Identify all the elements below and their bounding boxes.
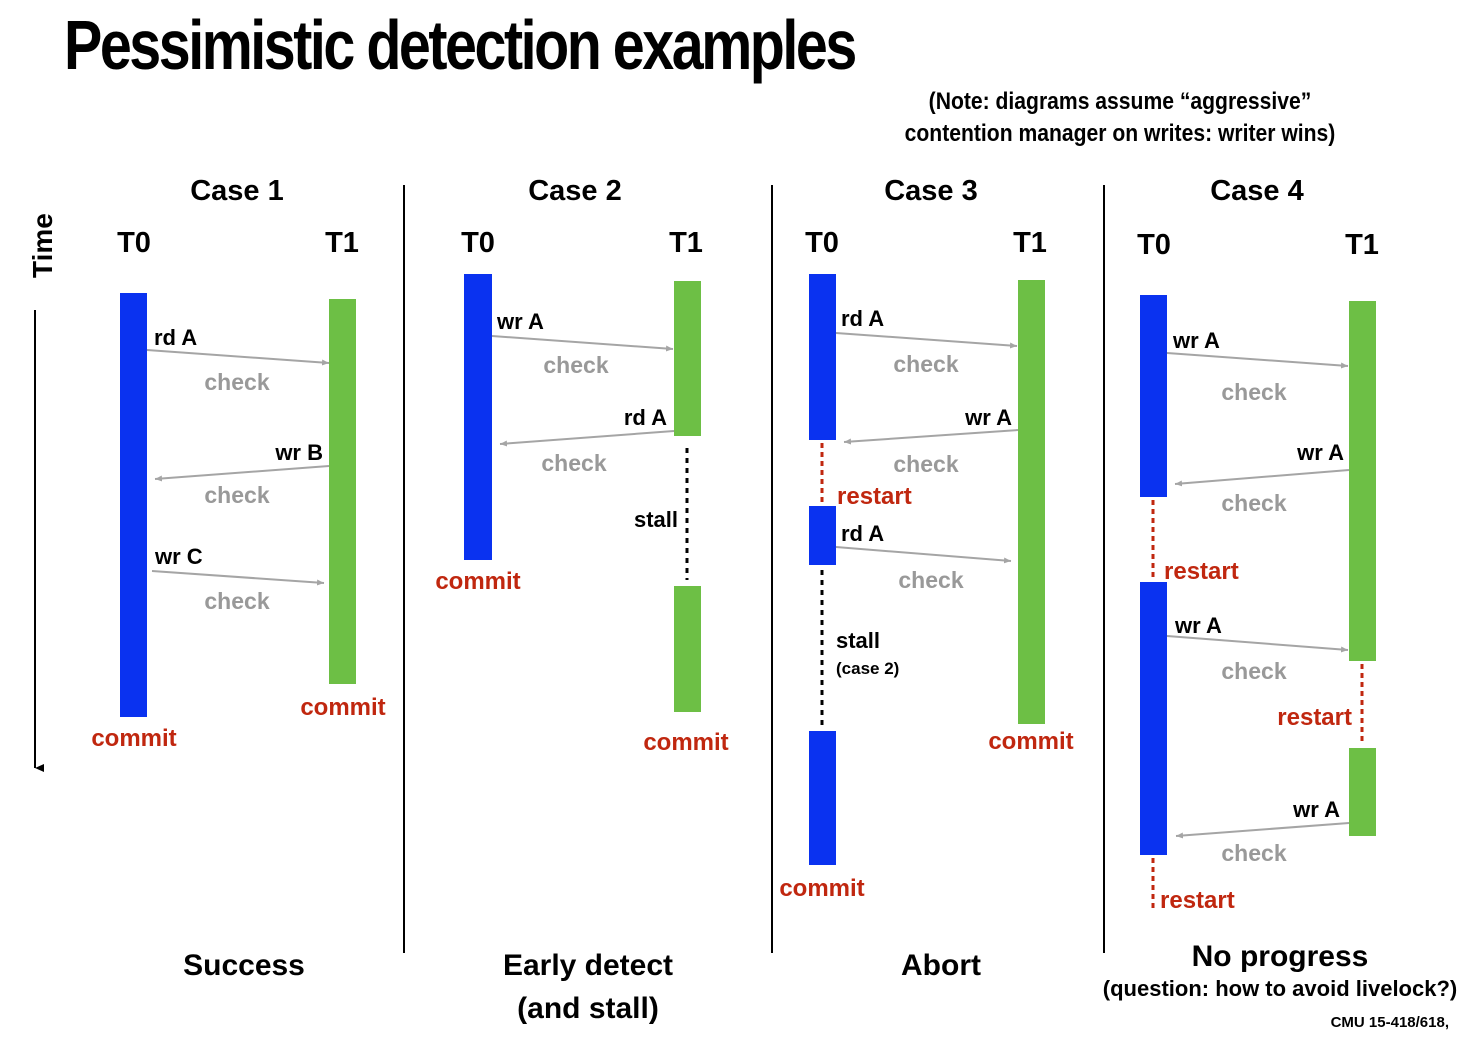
stall-note: (case 2) [836,659,899,678]
outcome-sub-label: (question: how to avoid livelock?) [1103,976,1457,1001]
stall-label: stall [836,628,880,653]
op-label: wr A [1174,613,1222,638]
op-label: rd A [624,405,667,430]
check-arrow [835,546,1012,564]
case-2: Case 2 T0 T1 wr A check rd A check stall… [435,175,728,1025]
commit-label: commit [643,729,728,756]
check-arrow [843,429,1019,445]
commit-label: commit [91,725,176,752]
check-arrow [151,570,325,586]
case-title: Case 4 [1210,175,1304,207]
thread-t0-label: T0 [1137,229,1171,261]
thread-t1-label: T1 [325,227,359,259]
check-label: check [893,451,958,477]
t1-bar [1349,748,1376,836]
note-text: (Note: diagrams assume “aggressive” cont… [904,88,1336,147]
thread-t0-label: T0 [461,227,495,259]
op-label: wr A [964,405,1012,430]
stall-label: stall [634,507,678,532]
thread-t1-label: T1 [1013,227,1047,259]
restart-label: restart [1164,558,1239,585]
check-label: check [204,482,269,508]
t0-bar [809,506,836,565]
commit-label: commit [435,568,520,595]
outcome-label: Early detect [503,949,673,982]
check-label: check [1221,840,1286,866]
check-arrow [1175,822,1350,839]
case-3: Case 3 T0 T1 rd A check wr A check resta… [779,175,1073,982]
check-arrow [491,335,674,352]
check-label: check [898,567,963,593]
op-label: rd A [841,306,884,331]
check-label: check [543,352,608,378]
op-label: wr A [1292,797,1340,822]
case-title: Case 3 [884,175,978,207]
outcome-sub-label: (and stall) [517,992,659,1025]
time-label: Time [27,213,58,278]
op-label: rd A [154,325,197,350]
check-arrow [154,465,330,482]
thread-t0-label: T0 [117,227,151,259]
t1-bar [329,299,356,684]
case-4: Case 4 T0 T1 wr A check wr A check resta… [1103,175,1457,1001]
check-label: check [204,588,269,614]
op-label: wr A [1172,328,1220,353]
outcome-label: Abort [901,949,981,982]
check-label: check [1221,379,1286,405]
t0-bar [1140,295,1167,497]
footer-text: CMU 15-418/618, [1330,1014,1449,1031]
commit-label: commit [988,728,1073,755]
restart-label: restart [1277,704,1352,731]
thread-t1-label: T1 [669,227,703,259]
restart-label: restart [1160,887,1235,914]
op-label: wr A [496,309,544,334]
check-arrow [1166,635,1349,653]
op-label: rd A [841,521,884,546]
case-1: Case 1 T0 T1 rd A check wr B check wr C … [91,175,385,982]
check-arrow [1166,352,1349,369]
t0-bar [120,293,147,717]
check-label: check [541,450,606,476]
thread-t1-label: T1 [1345,229,1379,261]
op-label: wr B [274,440,323,465]
t0-bar [809,731,836,865]
op-label: wr C [154,544,203,569]
commit-label: commit [779,875,864,902]
commit-label: commit [300,694,385,721]
page-title: Pessimistic detection examples [64,6,857,84]
t0-bar [1140,582,1167,855]
check-arrow [499,430,675,447]
t0-bar [464,274,492,560]
check-label: check [1221,490,1286,516]
t0-bar [809,274,836,440]
check-arrow [835,332,1018,349]
case-title: Case 2 [528,175,622,207]
thread-t0-label: T0 [805,227,839,259]
check-arrow [1174,469,1350,487]
check-label: check [893,351,958,377]
t1-bar [1349,301,1376,661]
case-title: Case 1 [190,175,284,207]
t1-bar [674,586,701,712]
outcome-label: No progress [1192,940,1369,973]
restart-label: restart [837,483,912,510]
check-arrow [146,349,330,366]
t1-bar [1018,280,1045,724]
t1-bar [674,281,701,436]
check-label: check [1221,658,1286,684]
outcome-label: Success [183,949,305,982]
check-label: check [204,369,269,395]
op-label: wr A [1296,440,1344,465]
